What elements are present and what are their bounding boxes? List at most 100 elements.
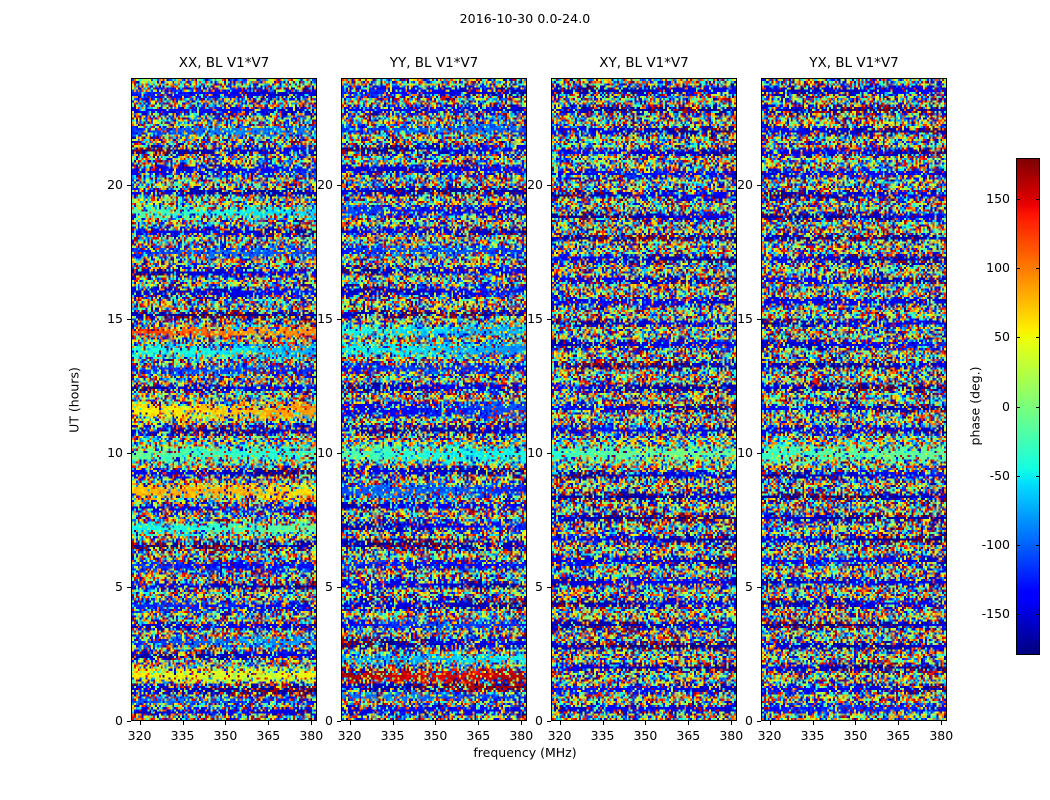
x-tick-label: 335 [800,728,825,743]
x-tick-label: 380 [929,728,954,743]
y-tick-mark [337,319,341,320]
y-tick-label: 5 [745,579,753,595]
colorbar-tick-label: -150 [981,605,1010,621]
y-tick-label: 10 [317,445,333,461]
x-tick-label: 320 [757,728,782,743]
y-tick-mark [547,587,551,588]
x-tick-mark [478,721,479,725]
colorbar-tick-mark [1036,476,1040,477]
x-tick-label: 380 [719,728,744,743]
x-tick-mark [183,721,184,725]
y-tick-label: 10 [527,445,543,461]
y-tick-mark [757,721,761,722]
colorbar-tick-label: 150 [986,191,1010,207]
colorbar-tick-mark [1036,407,1040,408]
y-tick-label: 5 [535,579,543,595]
x-tick-mark [813,721,814,725]
x-tick-mark [688,721,689,725]
x-tick-mark [350,721,351,725]
y-tick-mark [547,721,551,722]
y-tick-label: 0 [535,713,543,728]
y-tick-label: 0 [115,713,123,728]
y-tick-mark [127,319,131,320]
y-tick-label: 20 [107,177,123,193]
x-tick-label: 350 [843,728,868,743]
y-tick-label: 20 [737,177,753,193]
heatmap-panel-yx[interactable]: YX, BL V1*V7 [761,55,947,721]
y-tick-mark [757,453,761,454]
x-tick-mark [140,721,141,725]
colorbar-tick-mark [1016,545,1020,546]
colorbar-tick-mark [1016,614,1020,615]
panel-title-yx: YX, BL V1*V7 [809,55,899,71]
colorbar-gradient [1017,159,1039,654]
panel-title-xy: XY, BL V1*V7 [599,55,689,71]
x-tick-label: 335 [380,728,405,743]
x-tick-label: 320 [337,728,362,743]
heatmap-panel-xy[interactable]: XY, BL V1*V7 [551,55,737,721]
colorbar-tick-label: -100 [981,536,1010,552]
y-tick-mark [127,587,131,588]
x-tick-label: 335 [590,728,615,743]
panel-title-xx: XX, BL V1*V7 [178,55,270,71]
x-tick-label: 350 [213,728,238,743]
heatmap-image-yx [762,79,946,720]
y-tick-mark [757,587,761,588]
colorbar[interactable] [1016,158,1040,655]
x-tick-label: 335 [170,728,195,743]
x-tick-mark [898,721,899,725]
y-tick-mark [127,721,131,722]
x-tick-mark [645,721,646,725]
x-tick-mark [560,721,561,725]
y-tick-label: 10 [737,445,753,461]
y-tick-label: 10 [107,445,123,461]
colorbar-label: phase (deg.) [967,366,983,446]
figure-suptitle: 2016-10-30 0.0-24.0 [459,11,591,26]
colorbar-tick-mark [1016,407,1020,408]
heatmap-image-xy [552,79,736,720]
y-tick-mark [337,453,341,454]
x-tick-label: 380 [299,728,324,743]
x-tick-mark [311,721,312,725]
colorbar-tick-mark [1036,545,1040,546]
x-tick-label: 365 [256,728,281,743]
y-tick-mark [127,453,131,454]
heatmap-panel-xx[interactable]: XX, BL V1*V7 [131,55,317,721]
colorbar-tick-mark [1036,337,1040,338]
y-tick-mark [547,185,551,186]
heatmap-image-yy [342,79,526,720]
x-tick-mark [521,721,522,725]
heatmap-image-xx [132,79,316,720]
y-tick-label: 5 [325,579,333,595]
x-axis-label: frequency (MHz) [473,745,577,760]
y-tick-mark [337,185,341,186]
x-tick-mark [603,721,604,725]
colorbar-tick-label: -50 [989,467,1010,483]
x-tick-mark [941,721,942,725]
x-tick-label: 365 [886,728,911,743]
y-tick-label: 20 [317,177,333,193]
y-tick-label: 15 [107,311,123,327]
y-tick-label: 15 [527,311,543,327]
colorbar-tick-label: 50 [994,329,1010,345]
y-tick-mark [757,319,761,320]
heatmap-panel-yy[interactable]: YY, BL V1*V7 [341,55,527,721]
y-tick-mark [337,587,341,588]
colorbar-tick-mark [1036,614,1040,615]
x-tick-mark [225,721,226,725]
y-tick-label: 15 [317,311,333,327]
y-tick-mark [547,453,551,454]
x-tick-mark [855,721,856,725]
panel-title-yy: YY, BL V1*V7 [389,55,479,71]
colorbar-tick-label: 0 [1002,398,1010,414]
colorbar-tick-mark [1016,337,1020,338]
x-tick-label: 365 [676,728,701,743]
colorbar-tick-mark [1016,476,1020,477]
colorbar-tick-mark [1016,199,1020,200]
y-axis-label: UT (hours) [66,367,82,433]
x-tick-label: 350 [423,728,448,743]
y-tick-label: 0 [325,713,333,728]
y-tick-mark [337,721,341,722]
y-tick-label: 15 [737,311,753,327]
y-tick-label: 5 [115,579,123,595]
